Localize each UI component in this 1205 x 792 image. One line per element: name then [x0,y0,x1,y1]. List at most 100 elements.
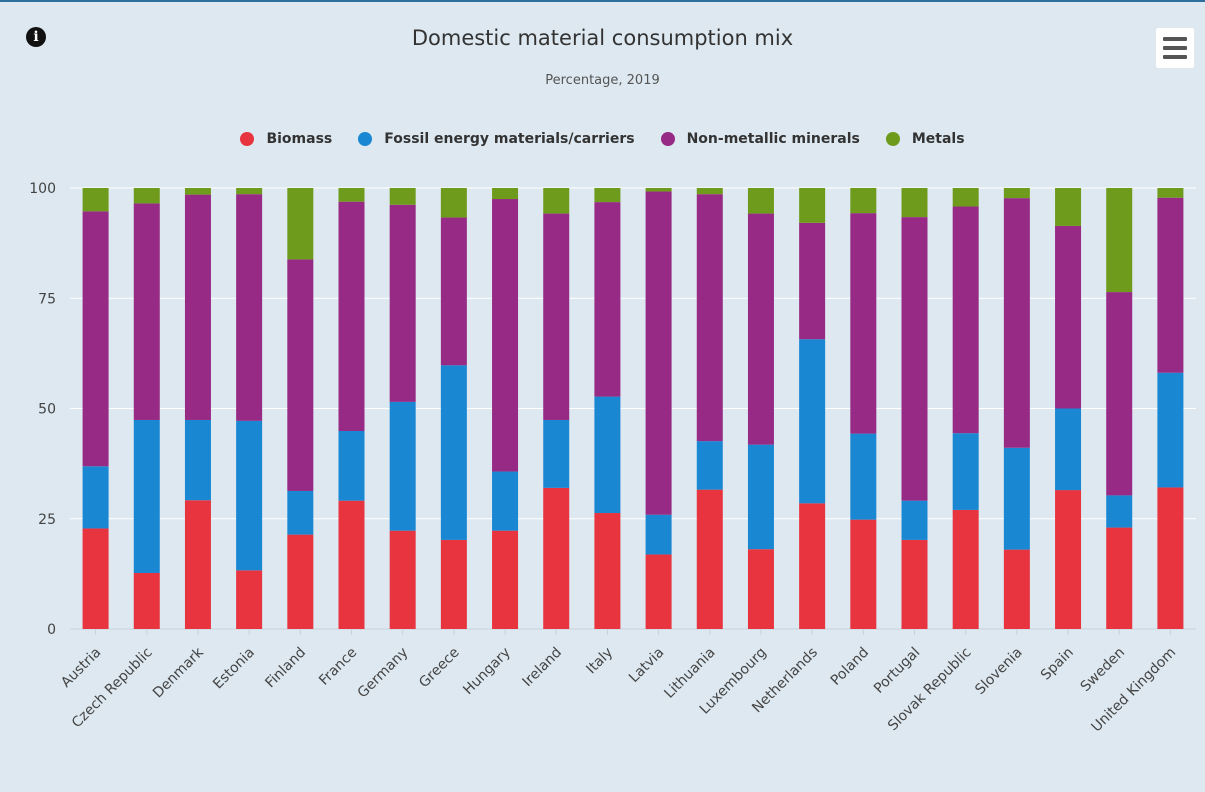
bar-segment[interactable] [1157,197,1184,373]
bar-segment[interactable] [1055,188,1082,226]
bar-segment[interactable] [389,204,416,402]
bar-segment[interactable] [236,420,263,571]
info-icon[interactable]: i [26,27,46,47]
bar-segment[interactable] [696,188,723,195]
bar-segment[interactable] [133,419,160,573]
bar-segment[interactable] [492,188,519,200]
bar-segment[interactable] [747,444,774,550]
legend-item-fossil-energy[interactable]: Fossil energy materials/carriers [358,131,635,147]
bar-segment[interactable] [850,188,877,214]
bar-segment[interactable] [389,188,416,205]
bar-segment[interactable] [594,396,621,514]
bar-segment[interactable] [287,188,314,260]
bar-segment[interactable] [1106,527,1133,629]
bar-segment[interactable] [645,191,672,515]
bar-segment[interactable] [799,503,826,629]
bar-segment[interactable] [287,534,314,629]
bar-segment[interactable] [901,188,928,218]
bar-segment[interactable] [338,188,365,202]
x-tick-label: Greece [416,645,463,692]
bar-segment[interactable] [440,188,467,218]
bar-segment[interactable] [543,419,570,488]
bar-segment[interactable] [850,213,877,434]
bar-segment[interactable] [492,471,519,531]
bar-segment[interactable] [952,188,979,207]
bar-segment[interactable] [184,188,211,195]
legend-label: Non-metallic minerals [686,131,860,147]
bar-segment[interactable] [594,188,621,203]
bar-segment[interactable] [82,188,109,212]
bar-segment[interactable] [338,500,365,629]
bar-segment[interactable] [952,206,979,434]
bar-segment[interactable] [1003,188,1030,199]
bar-segment[interactable] [236,570,263,629]
bar-segment[interactable] [747,549,774,629]
bar-segment[interactable] [184,500,211,629]
bar-segment[interactable] [901,500,928,540]
bar-segment[interactable] [338,201,365,431]
bar-segment[interactable] [901,539,928,629]
bar-segment[interactable] [1157,188,1184,198]
bar-segment[interactable] [287,259,314,491]
y-tick-label: 0 [47,622,56,638]
bar-segment[interactable] [594,513,621,629]
bar-segment[interactable] [696,194,723,442]
bar-segment[interactable] [1157,372,1184,488]
bar-segment[interactable] [236,194,263,421]
bar-segment[interactable] [133,572,160,629]
bar-segment[interactable] [440,217,467,366]
bar-segment[interactable] [799,339,826,504]
bar-segment[interactable] [287,490,314,535]
bar-segment[interactable] [1003,447,1030,550]
bar-segment[interactable] [952,509,979,629]
bar-segment[interactable] [1106,292,1133,496]
bar-segment[interactable] [440,539,467,629]
bar-segment[interactable] [133,203,160,420]
bar-segment[interactable] [850,519,877,629]
bar-segment[interactable] [850,433,877,520]
x-tick-label: Estonia [210,645,258,693]
bar-segment[interactable] [696,489,723,629]
bar-segment[interactable] [799,188,826,223]
bar-segment[interactable] [799,222,826,340]
bar-segment[interactable] [594,202,621,397]
bar-segment[interactable] [82,466,109,529]
bar-segment[interactable] [543,487,570,629]
legend-item-non-metallic-minerals[interactable]: Non-metallic minerals [660,131,860,147]
bar-segment[interactable] [133,188,160,204]
bar-segment[interactable] [184,194,211,420]
bar-segment[interactable] [1157,487,1184,629]
bar-segment[interactable] [747,213,774,445]
bar-segment[interactable] [1055,490,1082,629]
x-tick-label: Portugal [871,645,923,697]
bar-segment[interactable] [645,514,672,555]
bar-segment[interactable] [543,213,570,420]
chart-menu-button[interactable] [1156,28,1194,68]
bar-segment[interactable] [389,530,416,629]
bar-segment[interactable] [543,188,570,214]
bar-segment[interactable] [747,188,774,214]
legend-item-metals[interactable]: Metals [885,131,965,147]
bar-segment[interactable] [82,528,109,629]
bar-segment[interactable] [389,401,416,531]
bar-segment[interactable] [696,441,723,490]
bar-segment[interactable] [492,530,519,629]
bar-segment[interactable] [1055,225,1082,409]
bar-segment[interactable] [82,211,109,467]
bar-segment[interactable] [1106,188,1133,293]
bar-segment[interactable] [184,419,211,501]
bar-segment[interactable] [901,217,928,501]
bar-segment[interactable] [1003,549,1030,629]
bar-segment[interactable] [492,199,519,472]
bar-segment[interactable] [1003,198,1030,448]
bar-segment[interactable] [645,188,672,192]
legend-item-biomass[interactable]: Biomass [240,131,332,147]
bar-segment[interactable] [338,430,365,501]
bar-segment[interactable] [952,433,979,510]
legend-swatch [660,132,675,146]
bar-segment[interactable] [1106,495,1133,528]
bar-segment[interactable] [645,554,672,629]
bar-segment[interactable] [1055,408,1082,491]
bar-segment[interactable] [236,188,263,195]
bar-segment[interactable] [440,365,467,540]
